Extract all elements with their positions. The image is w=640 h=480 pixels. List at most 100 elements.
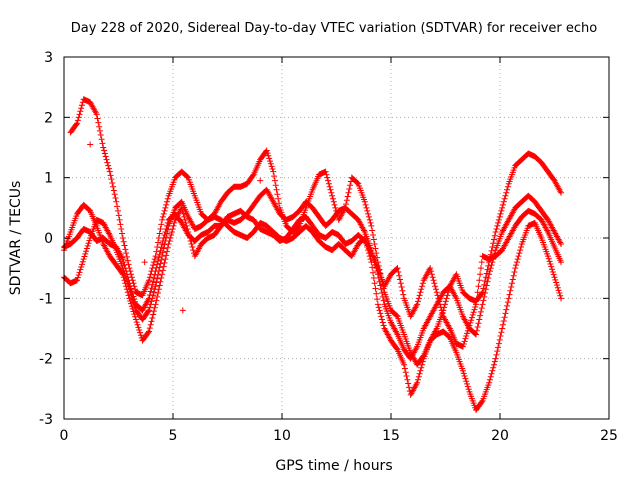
- data-point: [119, 256, 126, 263]
- data-point: [162, 256, 169, 263]
- x-tick-label: 25: [600, 428, 618, 444]
- data-point: [270, 168, 277, 175]
- data-point: [145, 329, 152, 336]
- data-point: [468, 314, 475, 321]
- data-point: [159, 238, 166, 245]
- data-point: [268, 163, 275, 170]
- data-point: [462, 335, 469, 342]
- data-point: [558, 259, 565, 266]
- data-point: [269, 165, 276, 172]
- data-point: [516, 250, 523, 257]
- data-point: [168, 231, 175, 238]
- data-point: [110, 183, 117, 190]
- data-point: [148, 318, 155, 325]
- data-point: [379, 290, 386, 297]
- data-point: [503, 189, 510, 196]
- data-point: [437, 304, 444, 311]
- series-isolated: [87, 141, 364, 314]
- axis-ticks: 0 5 10 15 20 25 -3 -2 -1 0 1 2 3: [39, 50, 618, 444]
- data-point: [496, 336, 503, 343]
- data-point: [78, 102, 85, 109]
- data-point: [78, 105, 85, 112]
- x-axis-label: GPS time / hours: [275, 458, 392, 474]
- data-point: [160, 263, 167, 270]
- x-tick-label: 20: [491, 428, 509, 444]
- data-point: [122, 246, 129, 253]
- data-points: [61, 96, 565, 413]
- data-point: [266, 155, 273, 162]
- data-point: [98, 136, 105, 143]
- data-point: [478, 399, 485, 406]
- data-point: [370, 269, 377, 276]
- data-point: [416, 292, 423, 299]
- data-point: [96, 123, 103, 130]
- data-point: [123, 253, 130, 260]
- data-point: [396, 276, 403, 283]
- data-point: [494, 222, 501, 229]
- data-point: [171, 219, 178, 226]
- data-point: [325, 177, 332, 184]
- data-point: [159, 271, 166, 278]
- data-point: [130, 293, 137, 300]
- data-point: [503, 306, 510, 313]
- data-point: [515, 253, 522, 260]
- data-point: [163, 201, 170, 208]
- data-point: [500, 317, 507, 324]
- data-point: [271, 173, 278, 180]
- data-point: [489, 244, 496, 251]
- data-point: [557, 292, 564, 299]
- data-point: [151, 256, 158, 263]
- data-point: [488, 370, 495, 377]
- data-point: [460, 340, 467, 347]
- data-point: [150, 278, 157, 285]
- plot-frame: [63, 56, 610, 420]
- data-point: [273, 186, 280, 193]
- data-point: [119, 230, 126, 237]
- data-point: [75, 271, 82, 278]
- data-point: [128, 285, 135, 292]
- data-point: [418, 286, 425, 293]
- y-tick-label: 0: [44, 231, 53, 247]
- data-point: [545, 255, 552, 262]
- data-point: [546, 258, 553, 265]
- data-point: [473, 327, 480, 334]
- data-point: [379, 293, 386, 300]
- data-point: [499, 201, 506, 208]
- data-point: [495, 216, 502, 223]
- series-track-a: [67, 96, 565, 368]
- data-point: [117, 221, 124, 228]
- data-point: [491, 236, 498, 243]
- data-point: [157, 225, 164, 232]
- data-point: [329, 195, 336, 202]
- data-point: [96, 127, 103, 134]
- data-point: [104, 159, 111, 166]
- data-point: [548, 263, 555, 270]
- data-point: [464, 380, 471, 387]
- data-point: [398, 284, 405, 291]
- data-point: [120, 259, 127, 266]
- data-point: [150, 289, 157, 296]
- data-point: [513, 259, 520, 266]
- data-point: [163, 252, 170, 259]
- data-point: [482, 286, 489, 293]
- data-point: [393, 312, 400, 319]
- data-point: [489, 367, 496, 374]
- data-point: [474, 323, 481, 330]
- data-point: [123, 250, 130, 257]
- data-point: [365, 213, 372, 220]
- data-point: [495, 340, 502, 347]
- data-point: [126, 280, 133, 287]
- data-point: [431, 280, 438, 287]
- data-point: [267, 158, 274, 165]
- data-point: [414, 298, 421, 305]
- data-point: [125, 277, 132, 284]
- data-point: [184, 173, 191, 180]
- data-point: [476, 277, 483, 284]
- data-point: [433, 289, 440, 296]
- data-point: [480, 297, 487, 304]
- data-point: [380, 297, 387, 304]
- data-point: [509, 276, 516, 283]
- data-point: [164, 198, 171, 205]
- data-point: [159, 241, 166, 248]
- data-point: [369, 264, 376, 271]
